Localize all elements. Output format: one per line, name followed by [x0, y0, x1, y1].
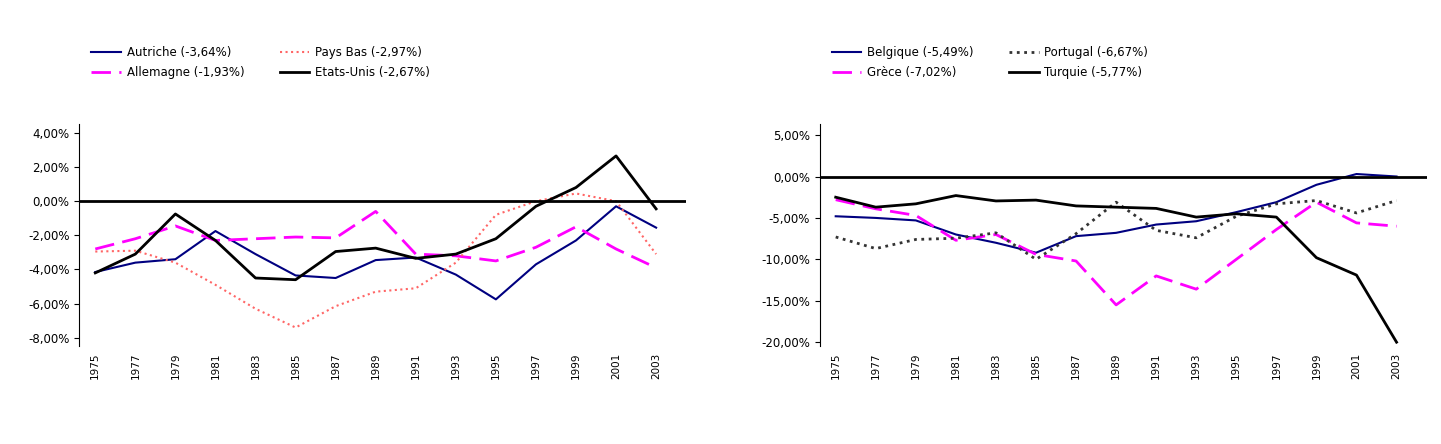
Legend: Autriche (-3,64%), Allemagne (-1,93%), Pays Bas (-2,97%), Etats-Unis (-2,67%): Autriche (-3,64%), Allemagne (-1,93%), P… — [91, 46, 429, 79]
Legend: Belgique (-5,49%), Grèce (-7,02%), Portugal (-6,67%), Turquie (-5,77%): Belgique (-5,49%), Grèce (-7,02%), Portu… — [831, 46, 1148, 79]
